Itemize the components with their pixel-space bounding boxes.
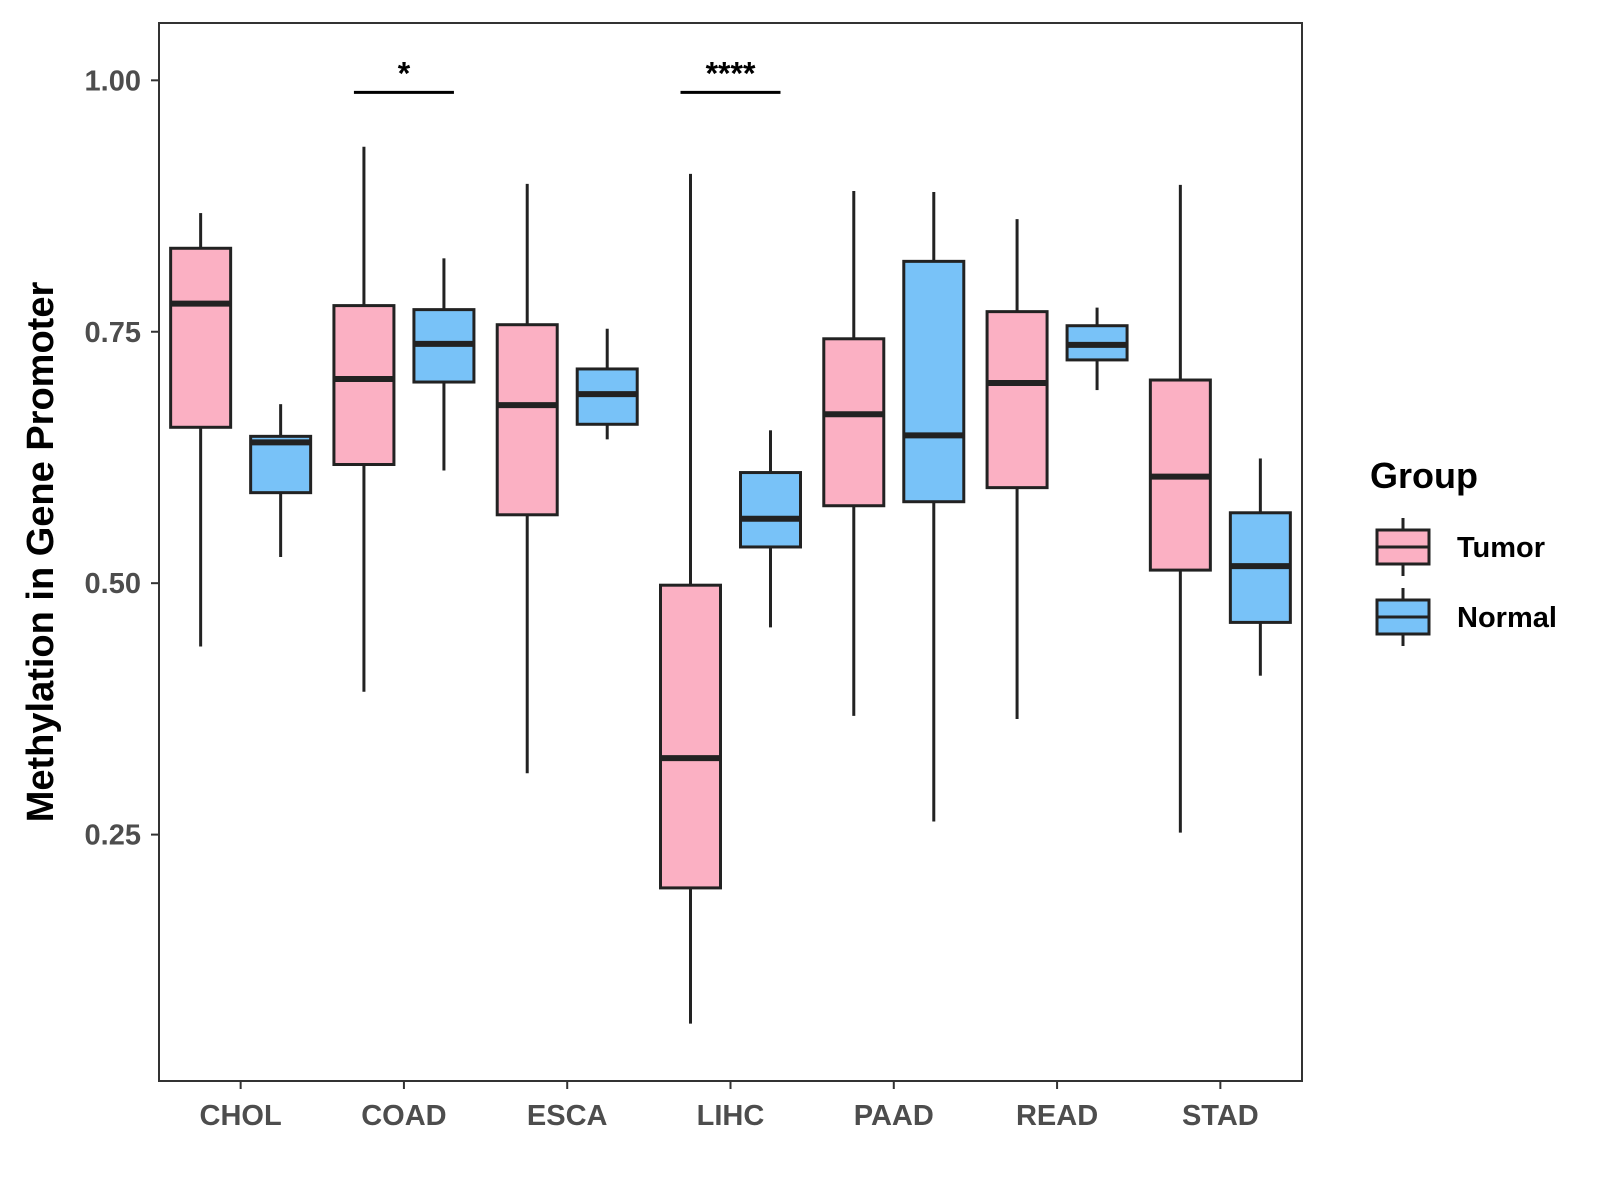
box-stad-tumor [1148,184,1212,833]
y-axis: 0.25 0.50 0.75 1.00 [85,65,159,852]
box-iqr-esca-tumor [495,323,559,517]
box-iqr-paad-tumor [822,337,886,508]
box-iqr-coad-tumor [332,304,396,467]
box-iqr-read-tumor [985,310,1049,490]
x-axis: CHOL COAD ESCA LIHC PAAD READ STAD [200,1081,1259,1132]
box-iqr-chol-normal [249,434,313,495]
box-coad-normal [412,258,476,471]
plot-layer: * **** [169,55,1292,1024]
y-axis-title: Methylation in Gene Promoter [20,282,62,823]
legend: Group Tumor Normal [1370,455,1557,646]
significance-label-lihc: **** [706,55,756,91]
box-read-normal [1065,307,1129,391]
x-tick-label-read: READ [1016,1100,1098,1132]
y-tick-label: 0.75 [85,317,141,349]
x-tick-label-coad: COAD [361,1100,446,1132]
box-lihc-normal [739,430,802,628]
y-tick-label: 0.50 [85,568,141,600]
y-tick-label: 1.00 [85,65,141,97]
x-tick-label-chol: CHOL [200,1100,282,1132]
x-tick-label-paad: PAAD [854,1100,934,1132]
box-iqr-paad-normal [902,259,966,504]
box-iqr-chol-tumor [169,246,233,429]
box-iqr-lihc-tumor [659,583,722,890]
legend-item-tumor: Tumor [1375,518,1545,576]
significance-label-coad: * [398,55,411,91]
y-tick-label: 0.25 [85,820,141,852]
box-paad-normal [902,191,966,822]
box-chol-tumor [169,213,233,647]
box-esca-tumor [495,183,559,774]
box-lihc-tumor [659,173,722,1024]
legend-title: Group [1370,455,1478,496]
box-iqr-lihc-normal [739,471,802,549]
x-tick-label-stad: STAD [1182,1100,1259,1132]
legend-item-normal: Normal [1375,588,1557,646]
x-tick-label-lihc: LIHC [697,1100,765,1132]
x-tick-label-esca: ESCA [527,1100,608,1132]
legend-label-normal: Normal [1457,602,1557,634]
box-esca-normal [575,328,639,440]
legend-label-tumor: Tumor [1457,532,1545,564]
box-read-tumor [985,219,1049,719]
box-chol-normal [249,404,313,558]
box-paad-tumor [822,190,886,716]
box-stad-normal [1228,458,1292,676]
box-coad-tumor [332,146,396,692]
